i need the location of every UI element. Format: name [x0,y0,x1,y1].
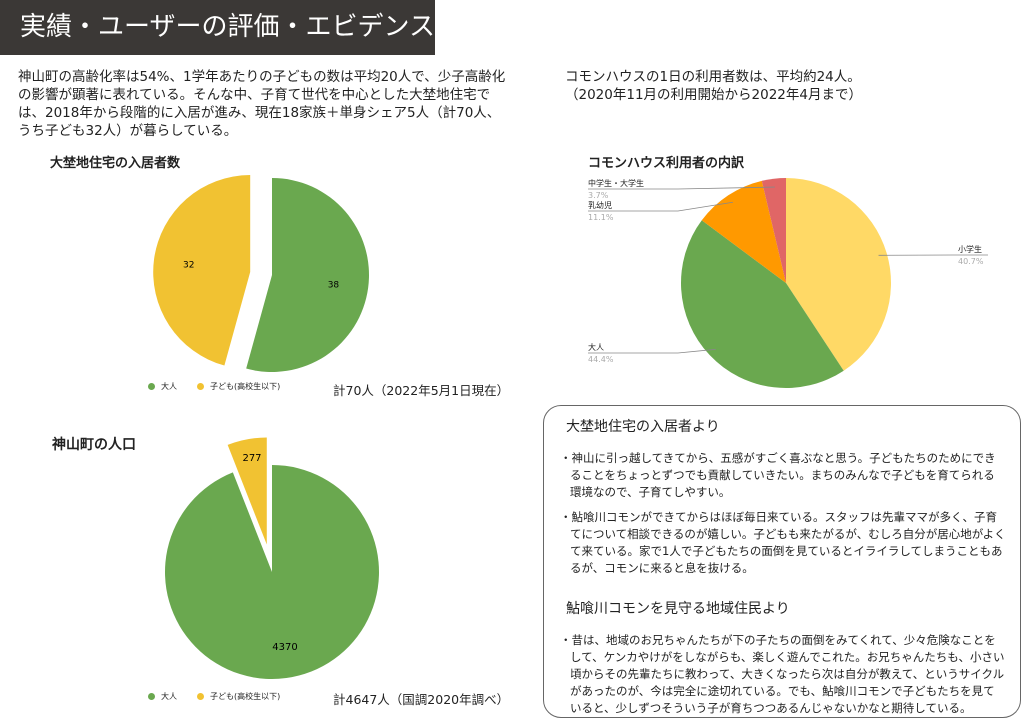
chart2-title: 神山町の人口 [52,437,136,453]
testimonial-heading: 大埜地住宅の入居者より [566,419,720,435]
legend-dot [197,693,204,700]
pie-slice-3-1 [680,220,844,389]
testimonial-quote: ・鮎喰川コモンができてからはほぼ毎日来ている。スタッフは先輩ママが多く、子育てに… [560,510,1006,575]
pie-slice-1-0 [246,178,370,373]
percent-label: 40.7% [958,257,984,266]
category-label: 中学生・大学生 [588,178,644,188]
category-label: 乳幼児 [588,200,612,210]
legend-dot [197,383,204,390]
data-label: 38 [328,280,340,290]
percent-label: 3.7% [588,191,609,200]
leader-line [588,348,716,354]
chart1-legend: 大人 子ども(高校生以下) [148,381,280,392]
chart2-legend: 大人 子ども(高校生以下) [148,691,280,702]
legend-label: 子ども(高校生以下) [210,382,281,391]
data-label: 32 [183,261,194,271]
page-title: 実績・ユーザーの評価・エビデンス [0,0,435,55]
testimonial-quote: ・神山に引っ越してきてから、五感がすごく喜ぶなと思う。子どもたちのためにできるこ… [560,451,996,499]
legend-label: 大人 [161,692,177,701]
percent-label: 44.4% [588,355,614,364]
legend-label: 大人 [161,382,177,391]
testimonial-quote: ・昔は、地域のお兄ちゃんたちが下の子たちの面倒をみてくれて、少々危険なことをして… [560,633,1005,715]
legend-dot [148,383,155,390]
testimonials-box: 大埜地住宅の入居者より ・神山に引っ越してきてから、五感がすごく喜ぶなと思う。子… [543,405,1021,718]
legend-label: 子ども(高校生以下) [210,692,281,701]
pie-slice-2-1 [227,437,267,545]
chart1-title: 大埜地住宅の入居者数 [50,156,181,171]
pie-slice-3-0 [786,178,891,371]
category-label: 大人 [588,342,604,352]
category-label: 小学生 [958,244,982,254]
data-label: 277 [242,453,261,464]
chart2-note: 計4647人（国調2020年調べ） [333,692,510,707]
testimonial-heading: 鮎喰川コモンを見守る地域住民より [566,601,790,617]
percent-label: 11.1% [588,213,614,222]
intro-right: コモンハウスの1日の利用者数は、平均約24人。 （2020年11月の利用開始から… [565,69,862,103]
chart3-title: コモンハウス利用者の内訳 [588,156,745,171]
chart1-note: 計70人（2022年5月1日現在） [333,383,510,398]
intro-left: 神山町の高齢化率は54%、1学年あたりの子どもの数は平均20人で、少子高齢化の影… [18,69,506,139]
pie-slice-3-2 [701,180,786,283]
pie-slice-3-3 [761,178,786,283]
leader-line [588,201,733,212]
data-label: 4370 [272,642,297,653]
pie-slice-2-0 [165,465,380,679]
leader-line [588,186,775,190]
legend-dot [148,693,155,700]
pie-slice-1-1 [153,175,251,366]
